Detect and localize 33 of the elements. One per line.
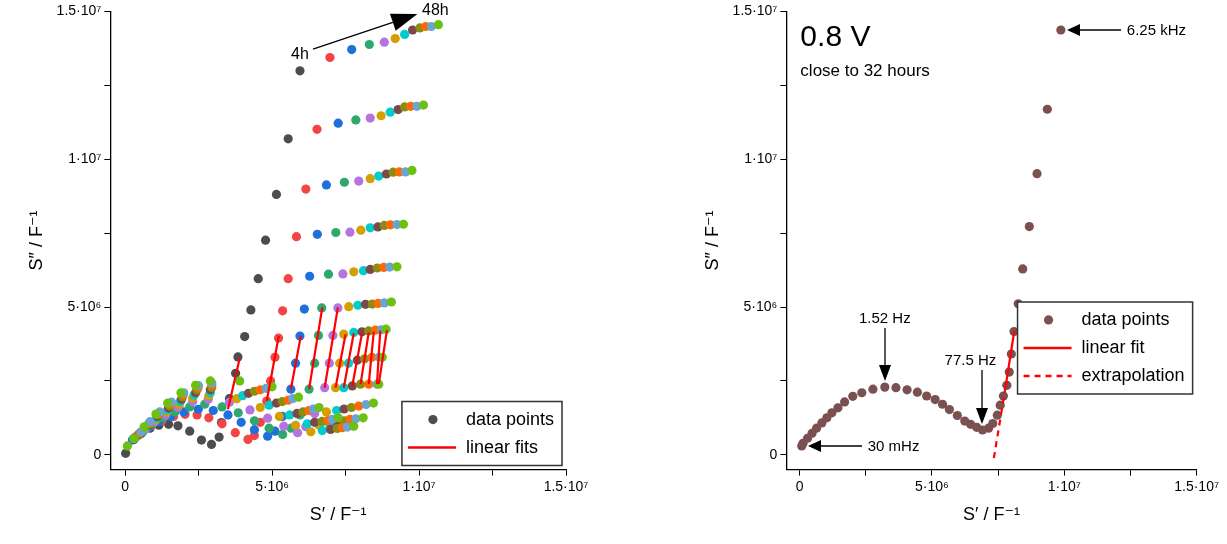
y-tick-label: 0	[93, 445, 102, 462]
y-tick-label: 1·10⁷	[68, 150, 102, 167]
legend-label: data points	[1081, 308, 1170, 329]
x-tick-label: 1·10⁷	[1047, 477, 1081, 494]
x-tick-label: 0	[795, 477, 804, 494]
legend-label: data points	[465, 408, 555, 429]
y-tick-label: 1.5·10⁷	[56, 2, 102, 19]
x-tick-label: 1.5·10⁷	[543, 477, 589, 494]
legend-label: extrapolation	[1081, 364, 1185, 385]
y-axis-title: S″ / F⁻¹	[25, 210, 46, 271]
annotation: 0.8 V	[800, 18, 871, 52]
annotation: 48h	[422, 0, 449, 19]
x-axis-title: S′ / F⁻¹	[963, 504, 1020, 525]
annotation: 77.5 Hz	[944, 350, 997, 369]
annotation: 1.52 Hz	[858, 308, 911, 327]
y-tick-label: 5·10⁶	[67, 297, 102, 314]
annotation: 6.25 kHz	[1126, 20, 1187, 39]
x-tick-label: 0	[121, 477, 130, 494]
x-tick-label: 5·10⁶	[915, 477, 949, 494]
y-axis-title: S″ / F⁻¹	[701, 210, 722, 271]
y-tick-label: 1.5·10⁷	[732, 2, 778, 19]
legend-label: linear fit	[1081, 336, 1145, 357]
x-tick-label: 5·10⁶	[255, 477, 289, 494]
annotation: 30 mHz	[867, 436, 920, 455]
legend-label: linear fits	[465, 436, 538, 457]
x-axis-title: S′ / F⁻¹	[309, 504, 367, 525]
annotation: 4h	[291, 45, 309, 63]
annotation: close to 32 hours	[800, 61, 930, 81]
x-tick-label: 1·10⁷	[402, 477, 436, 494]
x-tick-label: 1.5·10⁷	[1174, 477, 1219, 494]
y-tick-label: 1·10⁷	[744, 150, 778, 167]
y-tick-label: 0	[769, 445, 778, 462]
y-tick-label: 5·10⁶	[743, 297, 778, 314]
